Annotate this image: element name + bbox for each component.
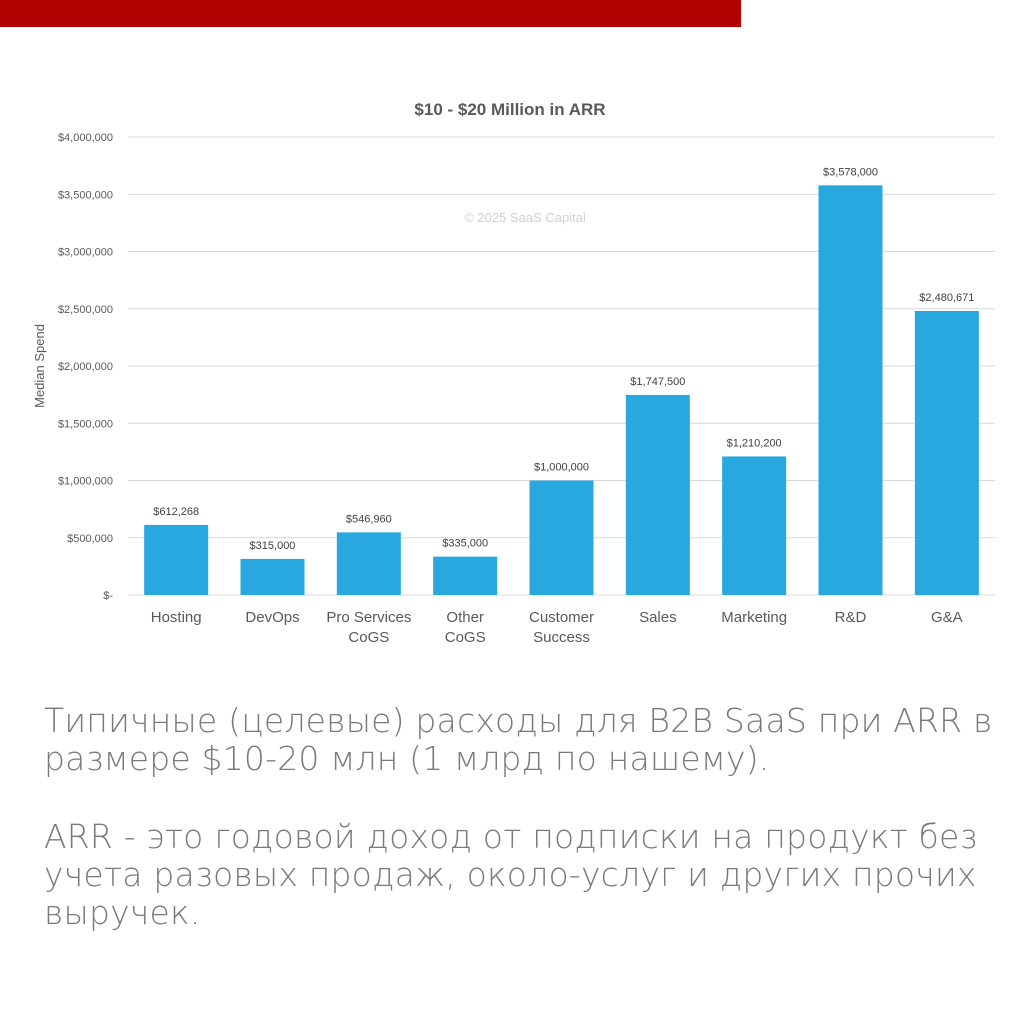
bar-1 bbox=[240, 558, 305, 595]
y-tick-label-0: $- bbox=[103, 590, 113, 602]
top-accent-bar bbox=[0, 0, 741, 27]
x-tick-label-6-line-0: Marketing bbox=[721, 609, 787, 626]
data-label-0: $612,268 bbox=[153, 506, 199, 518]
bar-chart: $10 - $20 Million in ARR © 2025 SaaS Cap… bbox=[32, 100, 995, 646]
bar-4 bbox=[529, 480, 594, 595]
bar-6 bbox=[722, 456, 787, 595]
x-tick-label-6: Marketing bbox=[721, 609, 787, 626]
data-label-5: $1,747,500 bbox=[630, 376, 685, 388]
bar-5 bbox=[625, 394, 690, 595]
y-axis-label: Median Spend bbox=[32, 324, 47, 408]
y-tick-label-1: $500,000 bbox=[67, 533, 113, 545]
data-label-8: $2,480,671 bbox=[919, 292, 974, 304]
data-labels: $612,268 $315,000 $546,960 $335,000 $1,000,0… bbox=[153, 166, 974, 552]
x-tick-label-8-line-0: G&A bbox=[931, 609, 963, 626]
x-tick-label-5: Sales bbox=[639, 609, 677, 626]
x-tick-label-7-line-0: R&D bbox=[835, 609, 867, 626]
y-tick-label-7: $3,500,000 bbox=[58, 189, 113, 201]
y-tick-label-2: $1,000,000 bbox=[58, 476, 113, 488]
data-label-3: $335,000 bbox=[442, 538, 488, 550]
x-tick-label-3-line-0: Other bbox=[446, 609, 484, 626]
caption-paragraph-1: Типичные (целевые) расходы для B2B SaaS … bbox=[44, 701, 993, 778]
data-label-4: $1,000,000 bbox=[534, 462, 589, 474]
x-tick-label-4-line-0: Customer bbox=[529, 609, 594, 626]
data-label-1: $315,000 bbox=[250, 540, 296, 552]
x-tick-label-2-line-0: Pro Services bbox=[326, 609, 411, 626]
caption-paragraph-2: ARR - это годовой доход от подписки на п… bbox=[44, 817, 978, 932]
x-tick-label-3: Other CoGS bbox=[445, 609, 486, 646]
x-tick-label-3-line-1: CoGS bbox=[445, 629, 486, 646]
x-tick-label-8: G&A bbox=[931, 609, 963, 626]
bar-2 bbox=[336, 532, 401, 595]
chart-watermark: © 2025 SaaS Capital bbox=[464, 210, 586, 225]
x-tick-label-2: Pro Services CoGS bbox=[326, 609, 411, 646]
data-label-2: $546,960 bbox=[346, 513, 392, 525]
x-tick-label-0-line-0: Hosting bbox=[151, 609, 202, 626]
x-tick-label-0: Hosting bbox=[151, 609, 202, 626]
data-label-6: $1,210,200 bbox=[727, 437, 782, 449]
x-tick-label-7: R&D bbox=[835, 609, 867, 626]
chart-container: $10 - $20 Million in ARR © 2025 SaaS Cap… bbox=[0, 80, 1024, 680]
grid-lines bbox=[128, 136, 995, 596]
bar-8 bbox=[914, 310, 979, 595]
bar-0 bbox=[144, 524, 209, 595]
bar-7 bbox=[818, 185, 883, 595]
x-tick-label-5-line-0: Sales bbox=[639, 609, 677, 626]
y-tick-label-6: $3,000,000 bbox=[58, 247, 113, 259]
y-tick-labels: $- $500,000 $1,000,000 $1,500,000 $2,000,000… bbox=[58, 132, 113, 602]
x-tick-label-4-line-1: Success bbox=[533, 629, 590, 646]
bars bbox=[144, 185, 979, 595]
y-tick-label-4: $2,000,000 bbox=[58, 361, 113, 373]
y-tick-label-5: $2,500,000 bbox=[58, 304, 113, 316]
x-tick-label-2-line-1: CoGS bbox=[348, 629, 389, 646]
x-tick-label-1: DevOps bbox=[245, 609, 299, 626]
x-tick-labels: Hosting DevOps Pro Services CoGS Other CoGS Cu… bbox=[151, 609, 963, 646]
x-tick-label-1-line-0: DevOps bbox=[245, 609, 299, 626]
y-tick-label-3: $1,500,000 bbox=[58, 418, 113, 430]
bar-3 bbox=[433, 556, 498, 595]
y-tick-label-8: $4,000,000 bbox=[58, 132, 113, 144]
chart-title: $10 - $20 Million in ARR bbox=[414, 100, 605, 119]
data-label-7: $3,578,000 bbox=[823, 166, 878, 178]
x-tick-label-4: Customer Success bbox=[529, 609, 594, 646]
